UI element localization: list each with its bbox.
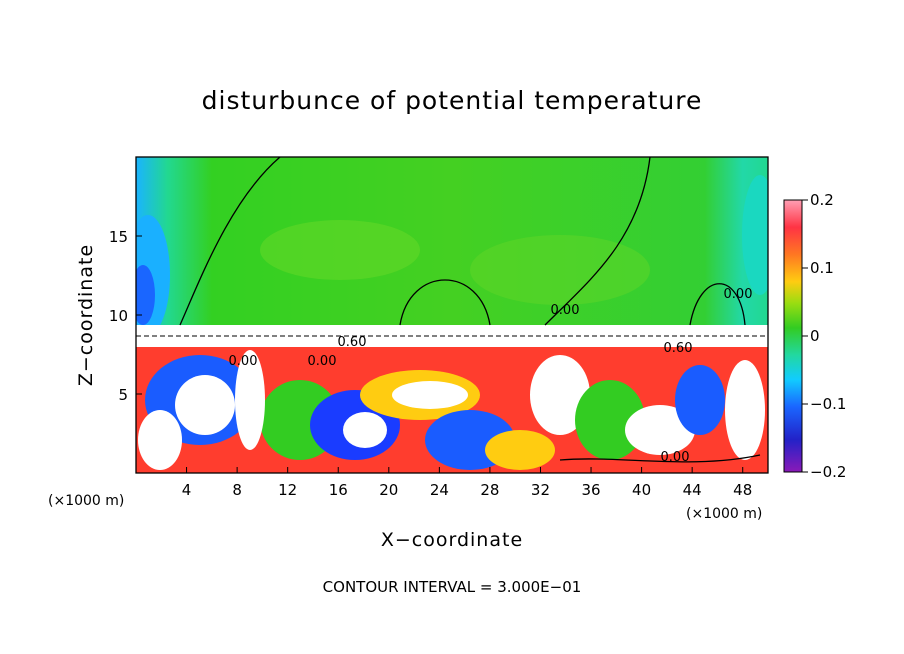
y-tick-label: 5: [118, 386, 128, 404]
y-tick-label: 10: [109, 307, 128, 325]
x-axis-label: X−coordinate: [381, 529, 523, 551]
y-axis-label: Z−coordinate: [75, 244, 97, 386]
contour-label: 0.00: [308, 354, 337, 369]
y-axis: 5 10 15: [109, 228, 142, 404]
contour-label: 0.00: [724, 287, 753, 302]
x-tick-label: 44: [683, 481, 702, 499]
x-tick-label: 4: [182, 481, 192, 499]
x-tick-label: 32: [531, 481, 550, 499]
contour-interval-note: CONTOUR INTERVAL = 3.000E−01: [322, 578, 582, 596]
colorbar-tick-label: −0.2: [810, 463, 846, 481]
contour-label: 0.60: [338, 335, 367, 350]
x-tick-label: 24: [430, 481, 449, 499]
contour-label: 0.00: [229, 354, 258, 369]
plot-area: [136, 157, 768, 473]
x-tick-label: 12: [278, 481, 297, 499]
x-tick-label: 8: [232, 481, 242, 499]
x-axis-unit: (×1000 m): [686, 506, 762, 522]
colorbar-tick-label: 0: [810, 327, 820, 345]
x-tick-label: 16: [329, 481, 348, 499]
x-tick-label: 36: [581, 481, 600, 499]
colorbar: [783, 199, 803, 473]
x-axis: 4 8 12 16 20 24 28 32 36 40 44 48: [182, 467, 752, 499]
x-tick-label: 40: [632, 481, 651, 499]
colorbar-tick-label: −0.1: [810, 395, 846, 413]
x-tick-label: 20: [379, 481, 398, 499]
x-tick-label: 28: [480, 481, 499, 499]
y-tick-label: 15: [109, 228, 128, 246]
colorbar-tick-label: 0.2: [810, 191, 834, 209]
contour-label: 0.00: [551, 303, 580, 318]
chart-title: disturbunce of potential temperature: [201, 86, 703, 115]
y-axis-unit: (×1000 m): [48, 493, 124, 509]
colorbar-ticks: 0.2 0.1 0 −0.1 −0.2: [802, 191, 846, 481]
colorbar-tick-label: 0.1: [810, 259, 834, 277]
contour-label: 0.00: [661, 450, 690, 465]
contour-label: 0.60: [664, 341, 693, 356]
x-tick-label: 48: [733, 481, 752, 499]
